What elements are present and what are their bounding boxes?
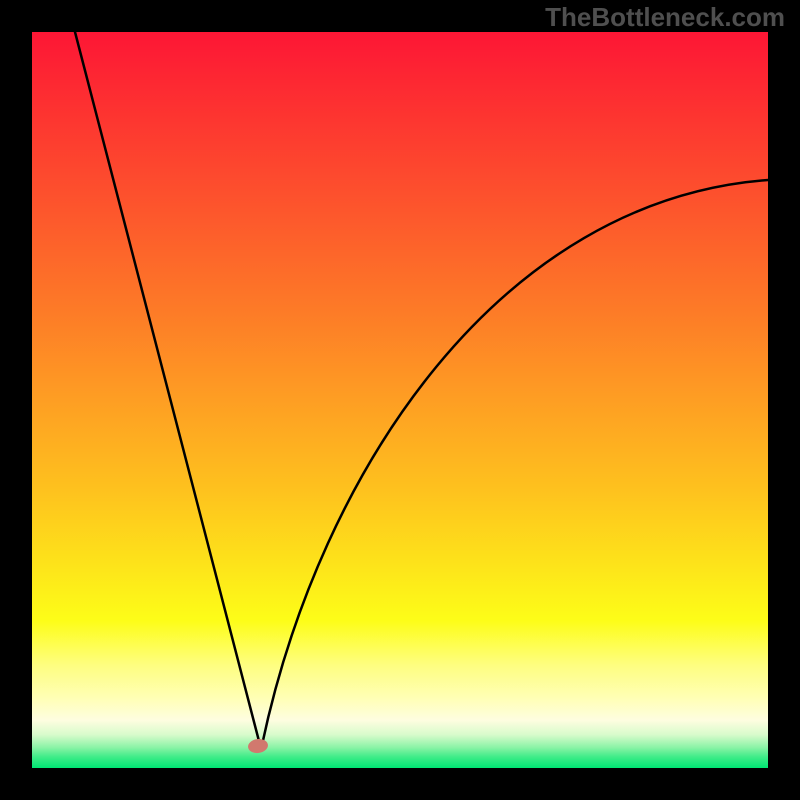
watermark-text: TheBottleneck.com xyxy=(545,2,785,33)
curve-right-branch xyxy=(262,180,768,745)
vertex-marker xyxy=(247,738,269,755)
chart-canvas: TheBottleneck.com xyxy=(0,0,800,800)
curve-left-branch xyxy=(75,32,260,745)
chart-overlay xyxy=(0,0,800,800)
